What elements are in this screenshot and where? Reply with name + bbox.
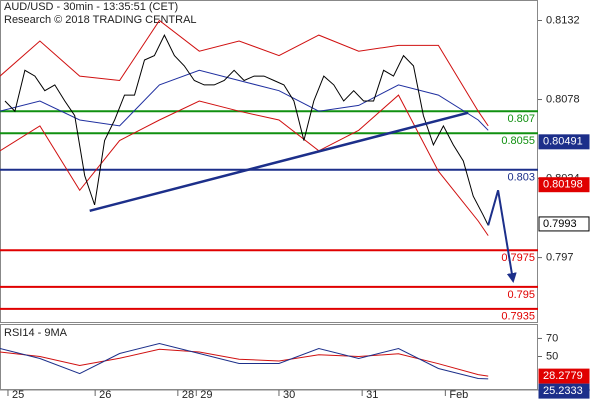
y-tick-label: 0.8132 (546, 14, 580, 26)
price-box-label: 28.2779 (543, 370, 583, 382)
price-box (538, 383, 590, 399)
price-box-label: 0.80198 (543, 179, 583, 191)
x-tick-label: 29 (200, 389, 212, 400)
rsi-title: RSI14 - 9MA (4, 327, 68, 339)
y-tick-label: 50 (546, 350, 558, 362)
chart-title: AUD/USD - 30min - 13:35:51 (CET) (4, 1, 178, 13)
x-tick-label: 30 (283, 389, 295, 400)
chart-subtitle: Research © 2018 TRADING CENTRAL (4, 14, 197, 26)
price-box (538, 216, 590, 232)
level-label: 0.7975 (501, 252, 535, 264)
level-label: 0.807 (507, 113, 535, 125)
x-tick-label: 31 (366, 389, 378, 400)
price-panel-frame (0, 0, 538, 323)
series-line (0, 69, 489, 131)
x-tick-label: Feb (449, 389, 468, 400)
series-line (0, 19, 489, 127)
x-tick-label: 25 (12, 389, 24, 400)
price-box (538, 368, 590, 384)
series-line (0, 94, 489, 236)
level-label: 0.8055 (501, 135, 535, 147)
series-line (0, 348, 489, 377)
x-tick-label: 26 (99, 389, 111, 400)
price-box-label: 0.80491 (543, 136, 583, 148)
price-box (538, 177, 590, 193)
level-label: 0.803 (507, 172, 535, 184)
series-line (4, 33, 489, 226)
level-label: 0.7935 (501, 311, 535, 323)
price-box-label: 0.7993 (543, 218, 577, 230)
y-tick-label: 0.8078 (546, 93, 580, 105)
price-box (538, 134, 590, 150)
forecast-arrow (487, 190, 517, 283)
price-box-label: 25.2333 (543, 385, 583, 397)
y-tick-label: 70 (546, 332, 558, 344)
rsi-panel-frame (0, 324, 538, 390)
series-line (0, 342, 489, 380)
level-label: 0.795 (507, 289, 535, 301)
trendline (89, 111, 469, 213)
x-tick-label: 28 (182, 389, 194, 400)
y-tick-label: 0.797 (546, 252, 574, 264)
